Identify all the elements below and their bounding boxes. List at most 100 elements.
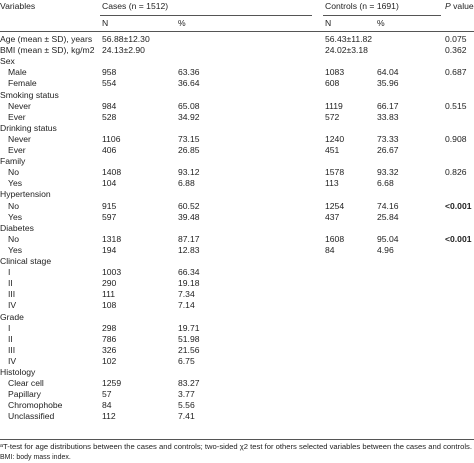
- cases-pct: 66.34: [178, 267, 200, 278]
- cases-n: 102: [102, 355, 117, 366]
- label: Never: [8, 100, 31, 111]
- label: Male: [8, 67, 27, 78]
- cases-n: 786: [102, 333, 117, 344]
- cases-pct: 19.18: [178, 278, 200, 289]
- cases-n: 194: [102, 244, 117, 255]
- rule: [0, 31, 474, 32]
- cases-n: 111: [102, 289, 116, 300]
- cases-n: 112: [102, 411, 116, 422]
- cases-n: 1003: [102, 267, 122, 278]
- p: 0.908: [445, 133, 467, 144]
- controls-n: 1254: [325, 200, 345, 211]
- cases-pct: 87.17: [178, 233, 200, 244]
- controls-n: 113: [325, 178, 339, 189]
- cases-pct: 83.27: [178, 378, 200, 389]
- controls-pct: 4.96: [377, 244, 394, 255]
- controls: 56.43±11.82: [325, 34, 373, 44]
- label: II: [8, 278, 13, 289]
- cases-pct: 51.98: [178, 333, 200, 344]
- p: <0.001: [445, 200, 472, 211]
- p: <0.001: [445, 233, 472, 244]
- controls-n: 451: [325, 145, 340, 155]
- label: Clinical stage: [0, 256, 52, 266]
- cases: 24.13±2.90: [102, 45, 145, 56]
- cases-n: 1259: [102, 378, 122, 389]
- p: 0.515: [445, 100, 467, 111]
- cases-n: 554: [102, 78, 117, 89]
- cases-n: 1106: [102, 133, 121, 144]
- p-rest: value: [453, 1, 474, 11]
- footnote: BMI: body mass index.: [0, 454, 71, 461]
- controls-n: 437: [325, 211, 340, 222]
- label: I: [8, 267, 11, 278]
- label: Drinking status: [0, 122, 57, 133]
- label: No: [8, 167, 19, 178]
- cases-n: 104: [102, 178, 117, 189]
- label: III: [8, 289, 16, 300]
- header-pct: %: [178, 18, 186, 28]
- cases: 56.88±12.30: [102, 34, 150, 44]
- cases-pct: 5.56: [178, 400, 195, 411]
- controls-n: 1578: [325, 167, 345, 178]
- controls-pct: 73.33: [377, 133, 399, 144]
- p: 0.826: [445, 167, 467, 178]
- cases-n: 1408: [102, 167, 122, 178]
- cases-n: 915: [102, 200, 117, 211]
- controls-pct: 64.04: [377, 67, 399, 78]
- controls-n: 608: [325, 78, 340, 89]
- p-italic: P: [445, 1, 451, 11]
- controls-pct: 74.16: [377, 200, 399, 211]
- cases-pct: 93.12: [178, 167, 200, 178]
- controls-n: 1608: [325, 233, 345, 244]
- controls-n: 1083: [325, 67, 345, 78]
- label: BMI (mean ± SD), kg/m2: [0, 45, 95, 56]
- cases-pct: 36.64: [178, 78, 200, 89]
- controls: 24.02±3.18: [325, 45, 368, 56]
- label: Hypertension: [0, 189, 51, 200]
- cases-pct: 6.88: [178, 178, 195, 189]
- cases-n: 290: [102, 278, 117, 289]
- header-cases: Cases (n = 1512): [102, 1, 169, 11]
- controls-pct: 33.83: [377, 111, 399, 122]
- label: Smoking status: [0, 89, 59, 100]
- label: Yes: [8, 178, 23, 189]
- label: Diabetes: [0, 222, 34, 233]
- label: IV: [8, 355, 17, 366]
- cases-pct: 21.56: [178, 344, 200, 355]
- label: Ever: [8, 145, 26, 155]
- footnote: aT-test for age distributions between th…: [0, 443, 472, 451]
- header-controls: Controls (n = 1691): [325, 1, 399, 11]
- cases-pct: 39.48: [178, 211, 200, 222]
- label: II: [8, 333, 13, 344]
- label: I: [8, 322, 11, 333]
- rule: [0, 439, 474, 440]
- controls-pct: 35.96: [377, 78, 399, 89]
- controls-pct: 6.68: [377, 178, 394, 189]
- controls-n: 1240: [325, 133, 345, 144]
- controls-n: 572: [325, 111, 340, 122]
- cases-pct: 73.15: [178, 133, 200, 144]
- header-variables: Variables: [0, 1, 36, 11]
- cases-n: 528: [102, 111, 117, 122]
- cases-pct: 3.77: [178, 389, 195, 400]
- label: Age (mean ± SD), years: [0, 34, 93, 44]
- label: Chromophobe: [8, 400, 63, 411]
- cases-n: 326: [102, 344, 117, 355]
- label: Yes: [8, 211, 23, 222]
- label: Unclassified: [8, 411, 55, 422]
- controls-pct: 95.04: [377, 233, 399, 244]
- cases-n: 1318: [102, 233, 122, 244]
- cases-n: 406: [102, 145, 117, 155]
- cases-pct: 19.71: [178, 322, 200, 333]
- footnote-mark: a: [0, 443, 3, 449]
- cases-n: 84: [102, 400, 112, 411]
- cases-pct: 6.75: [178, 355, 195, 366]
- label: III: [8, 344, 16, 355]
- cases-pct: 63.36: [178, 67, 200, 78]
- cases-pct: 34.92: [178, 111, 200, 122]
- label: Papillary: [8, 389, 41, 400]
- label: Female: [8, 78, 37, 89]
- cases-pct: 12.83: [178, 244, 200, 255]
- cases-pct: 7.14: [178, 300, 195, 311]
